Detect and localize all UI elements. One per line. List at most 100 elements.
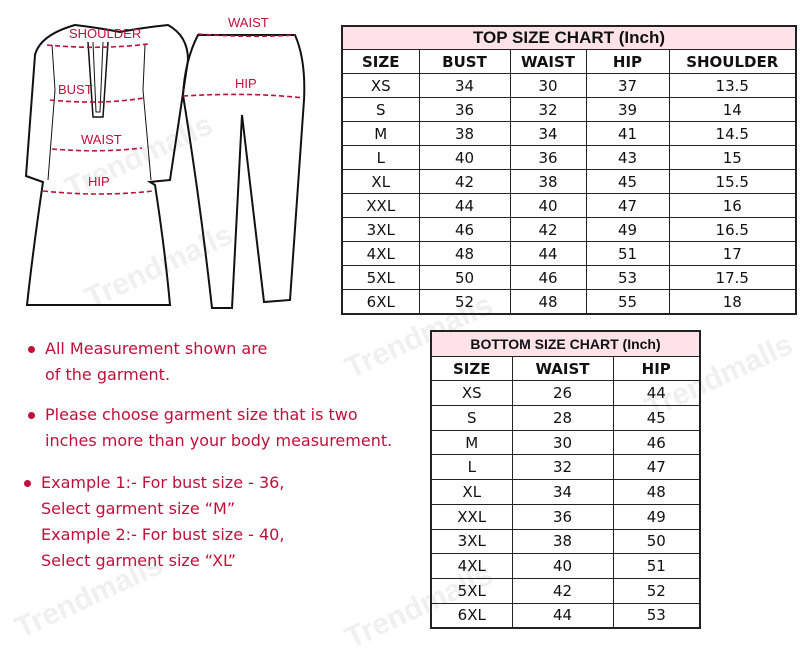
table-cell: 3XL [341, 217, 420, 242]
bullet-icon [28, 412, 35, 419]
note-line: of the garment. [45, 365, 171, 384]
table-row: 5XL 42 52 [430, 577, 701, 604]
table-cell: 51 [612, 553, 701, 579]
table-cell: 38 [511, 528, 614, 555]
table-cell: 34 [418, 73, 511, 98]
table-cell: 16 [668, 193, 797, 218]
table-cell: 30 [511, 429, 614, 456]
table-row: 3XL 38 50 [430, 528, 701, 555]
table-cell: 52 [612, 577, 701, 604]
table-cell: 28 [511, 405, 614, 431]
table-row: XXL 44 40 47 16 [341, 193, 797, 218]
table-cell: 26 [511, 380, 614, 407]
table-cell: 48 [612, 479, 701, 505]
note-line: Please choose garment size that is two [45, 405, 358, 424]
table-cell: 44 [612, 380, 701, 407]
table-cell: 53 [585, 265, 670, 290]
bullet-icon [24, 480, 31, 487]
column-header: BUST [418, 49, 511, 74]
table-cell: 45 [585, 169, 670, 194]
table-row: 4XL 48 44 51 17 [341, 241, 797, 266]
table-cell: 5XL [430, 577, 513, 604]
table-cell: 51 [585, 241, 670, 266]
bottom-chart-title: BOTTOM SIZE CHART (Inch) [430, 330, 701, 357]
table-cell: 47 [585, 193, 670, 218]
table-row: 6XL 44 53 [430, 602, 701, 629]
table-cell: S [430, 405, 513, 431]
pants-outline [181, 34, 306, 309]
note-line: Example 1:- For bust size - 36, [41, 473, 285, 492]
table-row: XXL 36 49 [430, 503, 701, 530]
column-header: WAIST [511, 355, 614, 382]
label-hip: HIP [88, 174, 110, 189]
note-line: Select garment size “M” [41, 499, 236, 518]
table-cell: 42 [509, 217, 587, 242]
bottom-size-chart: BOTTOM SIZE CHART (Inch) SIZE WAIST HIP XS… [430, 330, 701, 630]
table-cell: 37 [585, 73, 670, 98]
note-examples: Example 1:- For bust size - 36, Select g… [24, 470, 284, 574]
table-cell: 4XL [341, 241, 420, 266]
table-cell: 6XL [430, 602, 513, 629]
table-cell: 52 [418, 289, 511, 315]
table-cell: L [341, 145, 420, 170]
note-line: All Measurement shown are [45, 339, 268, 358]
column-header: SIZE [341, 49, 420, 74]
table-row: L 40 36 43 15 [341, 145, 797, 170]
table-row: 6XL 52 48 55 18 [341, 289, 797, 315]
table-cell: 45 [612, 405, 701, 431]
table-cell: 44 [509, 241, 587, 266]
table-row: M 38 34 41 14.5 [341, 121, 797, 146]
table-cell: 6XL [341, 289, 420, 315]
label-shoulder: SHOULDER [69, 26, 141, 41]
table-cell: 13.5 [668, 73, 797, 98]
table-row: XL 42 38 45 15.5 [341, 169, 797, 194]
table-cell: XL [430, 479, 513, 505]
table-cell: 40 [509, 193, 587, 218]
table-cell: 38 [509, 169, 587, 194]
table-cell: 55 [585, 289, 670, 315]
table-cell: 32 [511, 454, 614, 481]
table-row: 5XL 50 46 53 17.5 [341, 265, 797, 290]
table-cell: 53 [612, 602, 701, 629]
table-cell: XXL [430, 503, 513, 530]
top-chart-title: TOP SIZE CHART (Inch) [341, 25, 797, 50]
table-cell: 40 [418, 145, 511, 170]
table-cell: 46 [418, 217, 511, 242]
table-cell: 49 [612, 503, 701, 530]
label-pant-waist: WAIST [228, 15, 269, 30]
table-cell: 47 [612, 454, 701, 481]
table-cell: 17 [668, 241, 797, 266]
table-row: L 32 47 [430, 454, 701, 481]
table-cell: 50 [612, 528, 701, 555]
table-cell: 15 [668, 145, 797, 170]
table-cell: 15.5 [668, 169, 797, 194]
table-cell: 48 [509, 289, 587, 315]
table-cell: 17.5 [668, 265, 797, 290]
table-row: 3XL 46 42 49 16.5 [341, 217, 797, 242]
table-row: M 30 46 [430, 429, 701, 456]
label-waist: WAIST [81, 132, 122, 147]
table-cell: 38 [418, 121, 511, 146]
table-cell: 5XL [341, 265, 420, 290]
table-cell: 46 [509, 265, 587, 290]
table-cell: 18 [668, 289, 797, 315]
table-row: 4XL 40 51 [430, 553, 701, 579]
table-cell: XXL [341, 193, 420, 218]
column-header: HIP [585, 49, 670, 74]
table-cell: 40 [511, 553, 614, 579]
column-header: SIZE [430, 355, 513, 382]
table-cell: 43 [585, 145, 670, 170]
table-row: XS 26 44 [430, 380, 701, 407]
table-cell: 49 [585, 217, 670, 242]
table-cell: 42 [511, 577, 614, 604]
table-cell: 50 [418, 265, 511, 290]
table-cell: 44 [511, 602, 614, 629]
table-cell: S [341, 97, 420, 122]
note-line: Select garment size “XL” [41, 551, 237, 570]
table-cell: 16.5 [668, 217, 797, 242]
table-cell: 36 [511, 503, 614, 530]
table-cell: M [430, 429, 513, 456]
note-choose-size: Please choose garment size that is two i… [28, 402, 392, 454]
table-cell: 32 [509, 97, 587, 122]
table-cell: 14.5 [668, 121, 797, 146]
